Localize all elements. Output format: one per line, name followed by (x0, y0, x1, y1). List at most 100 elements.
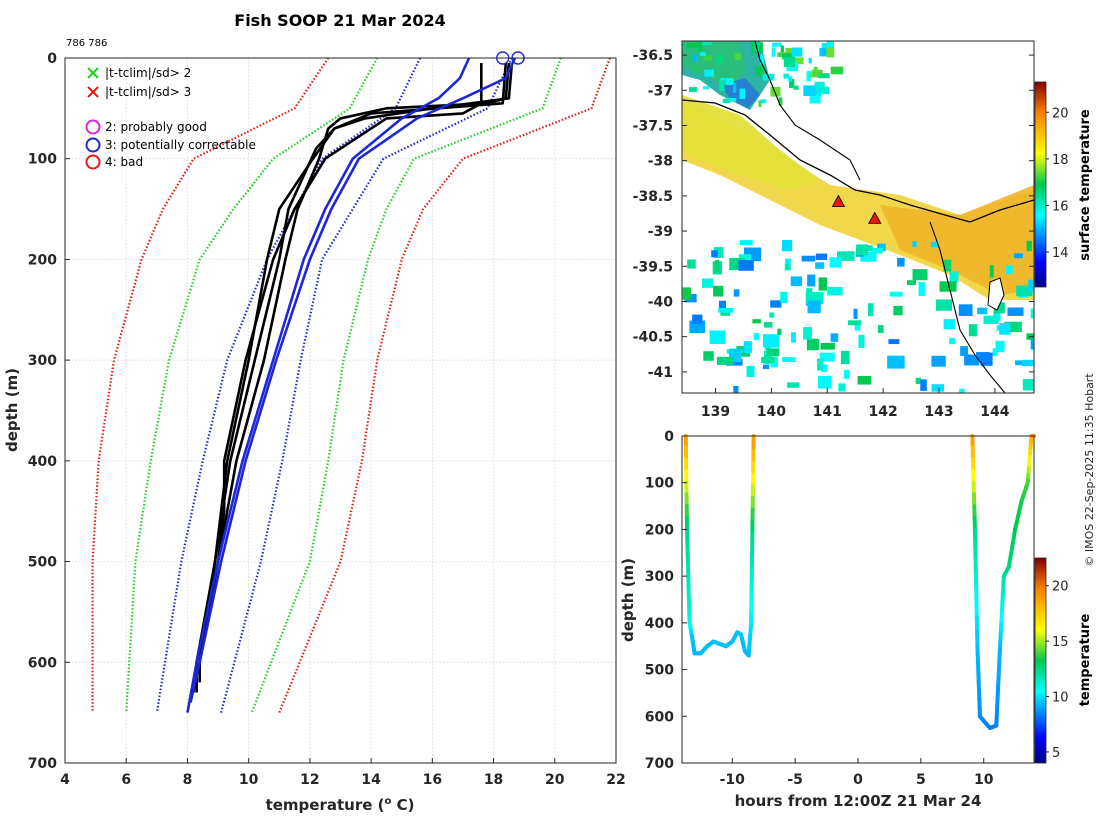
sst-pixel-patch (993, 310, 1001, 321)
map-markers (831, 194, 882, 224)
clim-3sd-high (278, 57, 611, 714)
legend-label: 2: probably good (105, 120, 207, 134)
sst-pixel-patch (770, 300, 782, 308)
map-lon-label: 142 (869, 404, 898, 420)
profile-xtick-label: 6 (121, 772, 131, 788)
sst-pixel-patch (968, 324, 977, 337)
sst-pixel-patch (771, 47, 776, 57)
clim-1sd-high (220, 57, 513, 713)
sst-pixel-patch (1026, 240, 1032, 252)
profile-xlabel: temperature (o C) (266, 796, 415, 814)
sst-pixel-patch (838, 383, 846, 392)
sst-pixel-patch (1022, 379, 1034, 391)
sst-pixel-patch (725, 78, 734, 86)
profile-xtick-label: 14 (361, 772, 381, 788)
sst-pixel-patch (1004, 321, 1022, 333)
sst-pixel-patch (826, 41, 835, 49)
sst-pixel-patch (983, 315, 999, 324)
sst-pixel-patch (713, 247, 724, 258)
map-lat-label: -38 (648, 154, 673, 170)
profile-ytick-label: 200 (28, 252, 57, 268)
sst-pixel-patch (736, 346, 751, 357)
sst-pixel-patch (780, 45, 784, 54)
legend-circle-marker (85, 137, 101, 153)
sst-pixel-patch (788, 76, 792, 82)
map-lon-label: 140 (757, 404, 786, 420)
sst-pixel-patch (821, 364, 828, 372)
profile-frame (64, 57, 617, 764)
sst-pixel-patch (790, 276, 803, 287)
sst-pixel-patch (807, 274, 816, 287)
sst-pixel-patch (738, 254, 752, 262)
sst-pixel-patch (716, 54, 724, 65)
sst-pixel-patch (752, 319, 761, 324)
sst-pixel-patch (791, 47, 803, 57)
legend-x-marker (87, 67, 99, 79)
map-lat-label: -40.5 (633, 330, 673, 346)
sst-pixel-patch (1028, 279, 1034, 292)
map-lat-label: -39.5 (633, 259, 673, 275)
sst-pixel-patch (1007, 307, 1024, 316)
sst-pixel-patch (722, 98, 731, 104)
sst-pixel-patch (703, 55, 712, 61)
sst-pixel-patch (829, 257, 842, 268)
profile-ytick-label: 300 (28, 353, 57, 369)
time-depth-colorbar-ticks: 5 10 15 20 (1046, 580, 1069, 761)
sst-pixel-patch (782, 357, 796, 362)
sst-pixel-patch (949, 337, 956, 345)
sst-pixel-patch (781, 240, 793, 252)
time-depth-xtick-label: -5 (787, 772, 803, 788)
sst-pixel-patch (959, 388, 965, 393)
sst-pixel-patch (810, 72, 819, 78)
sst-pixel-patch (715, 260, 720, 272)
sst-pixel-patch (964, 354, 980, 366)
map-lat-label: -36.5 (633, 48, 673, 64)
sst-pixel-patch (930, 242, 939, 248)
sst-pixel-patch (1022, 359, 1034, 367)
time-depth-ytick-label: 0 (664, 429, 674, 445)
sst-pixel-patch (694, 66, 698, 74)
profile-ytick-label: 0 (47, 51, 57, 67)
time-depth-xtick-label: 0 (853, 772, 863, 788)
sst-pixel-patch (783, 73, 789, 79)
sst-pixel-patch (976, 352, 990, 363)
map-ship-marker (831, 194, 846, 207)
profile-plot: 4 6 8 10 12 14 16 18 20 220100200300400500600700 … (3, 51, 626, 814)
sst-pixel-patch (867, 303, 874, 317)
map-colorbar-tick-label: 14 (1052, 246, 1069, 261)
sst-pixel-patch (912, 241, 917, 247)
sst-pixel-patch (817, 89, 822, 96)
legend-circle-marker (85, 119, 101, 135)
map-lon-label: 144 (980, 404, 1009, 420)
map-plot: 139 140 141 142 143 144 -36.5 -37 -37.5 -38 -38.5 -… (633, 40, 1093, 420)
time-depth-ytick-label: 700 (645, 756, 674, 772)
sst-pixel-patch (1006, 265, 1013, 275)
sst-pixel-patch (830, 333, 839, 342)
profile-ytick-label: 600 (28, 655, 57, 671)
sst-pixel-patch (844, 369, 850, 379)
sst-pixel-patch (857, 375, 872, 385)
sst-pixel-patch (827, 286, 843, 296)
sst-band-shelf (682, 95, 820, 190)
sst-pixel-patch (733, 385, 739, 393)
sst-pixel-patch (935, 299, 953, 311)
sst-pixel-patch (790, 57, 804, 65)
sst-pixel-patch (762, 334, 780, 348)
sst-pixel-patch (702, 86, 710, 90)
sst-pixel-patch (709, 330, 726, 344)
sst-pixel-patch (1014, 360, 1025, 366)
sst-pixel-patch (823, 50, 830, 55)
id-label: 786 786 (66, 38, 107, 49)
profile-ytick-label: 700 (28, 756, 57, 772)
profile-xtick-label: 10 (239, 772, 259, 788)
sst-pixel-patch (856, 244, 869, 256)
profile-xtick-label: 12 (300, 772, 319, 788)
sst-pixel-patch (806, 338, 819, 351)
watermark: © IMOS 22-Sep-2025 11:35 Hobart (1083, 373, 1096, 567)
clim-2sd-low (125, 57, 379, 713)
sst-pixel-patch (713, 285, 724, 297)
map-lat-label: -39 (648, 224, 673, 240)
sst-pixel-patch (770, 86, 781, 97)
profile-xtick-label: 20 (545, 772, 565, 788)
sst-pixel-patch (687, 259, 696, 269)
